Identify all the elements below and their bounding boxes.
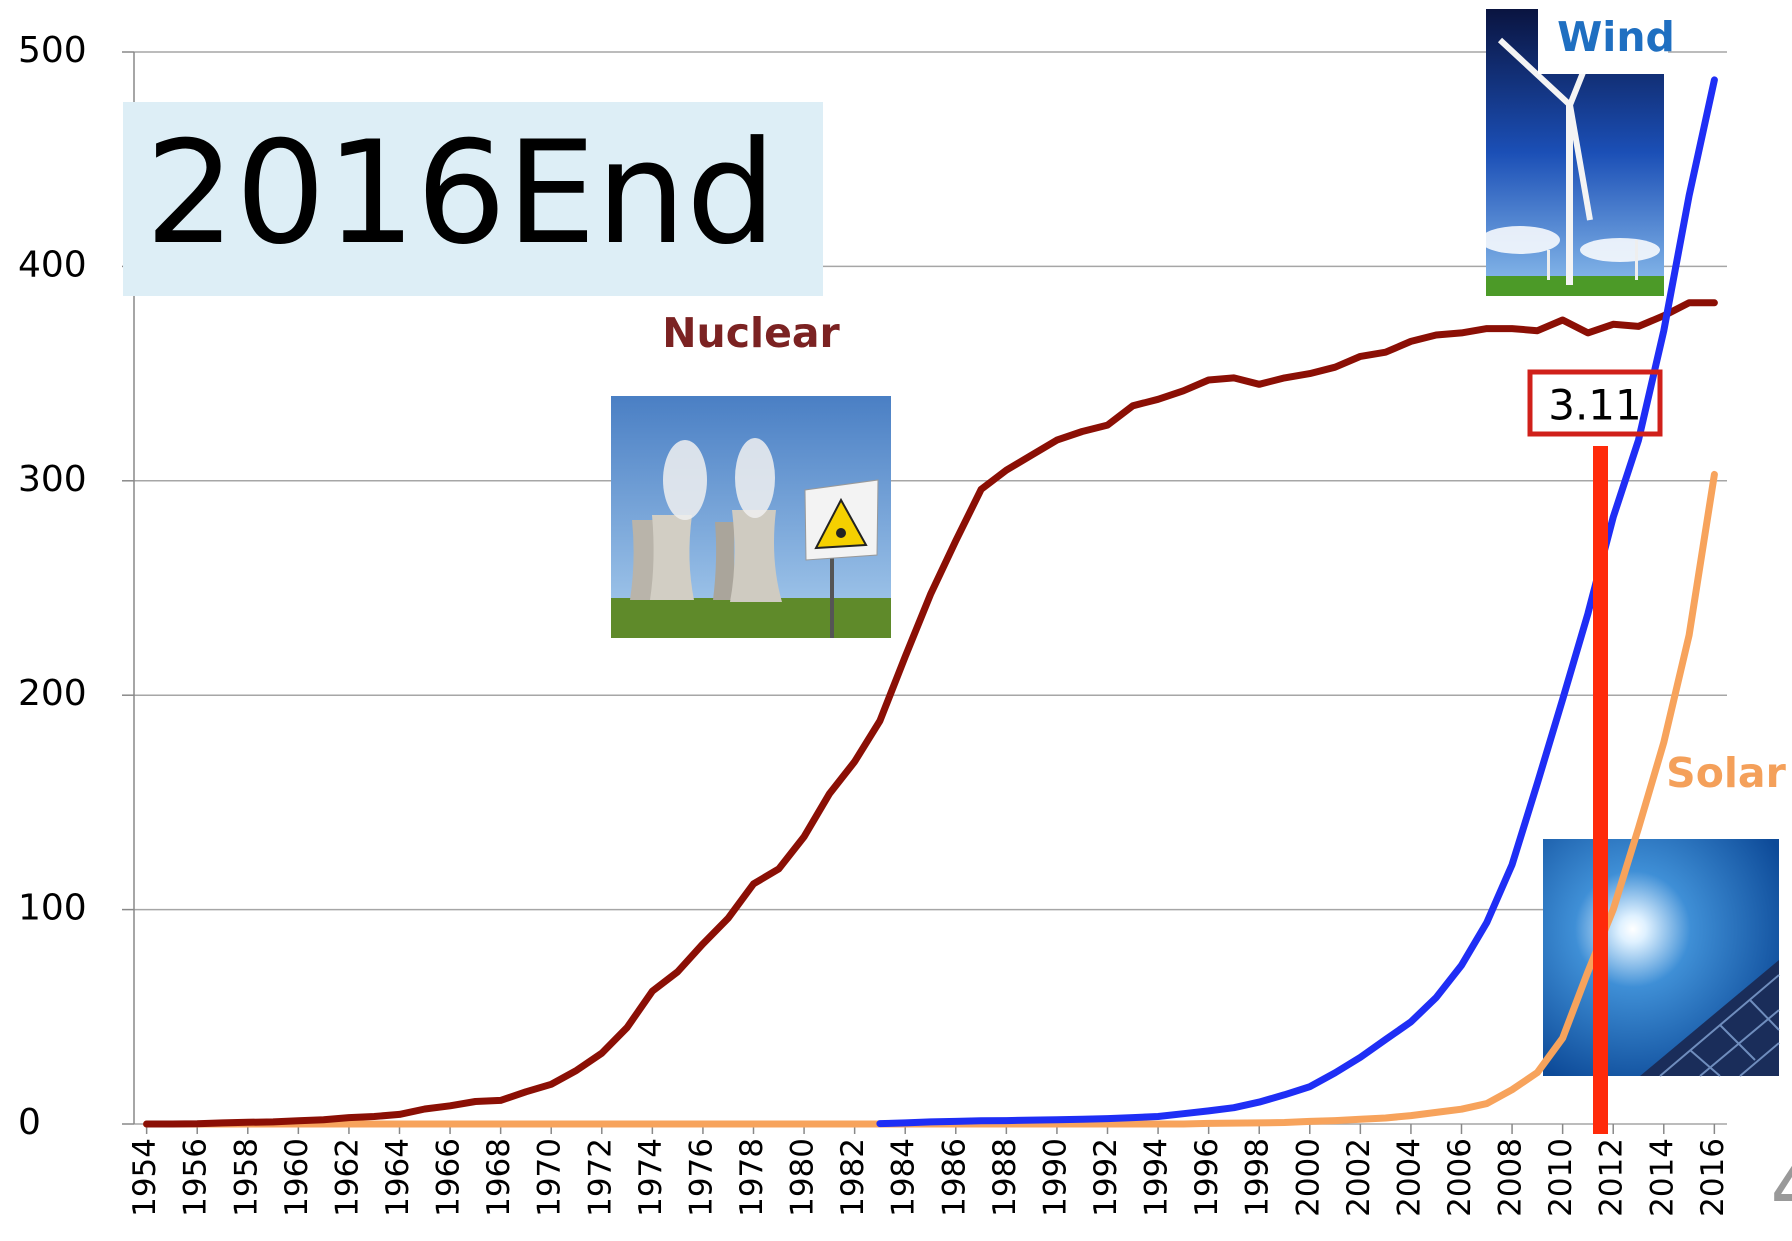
x-tick-label: 1964 — [380, 1138, 416, 1217]
x-tick-label: 1980 — [785, 1138, 821, 1217]
series-label: Nuclear — [662, 309, 840, 357]
x-tick-label: 1968 — [481, 1138, 517, 1217]
y-tick-label: 0 — [18, 1102, 41, 1143]
x-tick-label: 1958 — [228, 1138, 264, 1217]
plot — [143, 76, 1718, 1128]
x-tick-label: 1970 — [532, 1138, 568, 1217]
x-tick-label: 1982 — [835, 1138, 871, 1217]
y-tick-label: 500 — [18, 30, 87, 71]
series-line — [143, 470, 1718, 1128]
title: 2016End — [145, 111, 776, 276]
series-line — [143, 299, 1718, 1128]
x-tick-label: 2012 — [1594, 1138, 1630, 1217]
x-tick-label: 1976 — [683, 1138, 719, 1217]
x-tick-label: 2008 — [1493, 1138, 1529, 1217]
x-tick-label: 2000 — [1290, 1138, 1326, 1217]
event-line — [1593, 446, 1608, 1134]
y-tick-label: 300 — [18, 459, 87, 500]
x-tick-label: 1972 — [582, 1138, 618, 1217]
x-tick-label: 1994 — [1139, 1138, 1175, 1217]
x-tick-label: 1998 — [1240, 1138, 1276, 1217]
y-tick-label: 200 — [18, 673, 87, 714]
x-tick-label: 1956 — [178, 1138, 214, 1217]
wind-picture — [1480, 9, 1668, 296]
event-box — [1527, 369, 1663, 437]
x-tick-label: 1954 — [127, 1138, 163, 1217]
y-tick-label: 100 — [18, 888, 87, 929]
x-tick-label: 1960 — [279, 1138, 315, 1217]
series-line — [876, 76, 1718, 1128]
x-tick-label: 1996 — [1189, 1138, 1225, 1217]
x-tick-label: 1974 — [633, 1138, 669, 1217]
x-tick-label: 2010 — [1543, 1138, 1579, 1217]
x-tick-label: 1978 — [734, 1138, 770, 1217]
x-tick-label: 2016 — [1695, 1138, 1731, 1217]
x-tick-label: 1984 — [886, 1138, 922, 1217]
x-tick-label: 1988 — [987, 1138, 1023, 1217]
x-tick-label: 1990 — [1037, 1138, 1073, 1217]
x-tick-label: 2014 — [1644, 1138, 1680, 1217]
event-label: 3.11 — [1548, 381, 1642, 430]
page-number: 4 — [1770, 1136, 1792, 1236]
x-tick-label: 1962 — [329, 1138, 365, 1217]
x-tick-label: 2006 — [1442, 1138, 1478, 1217]
solar-picture — [1543, 839, 1780, 1077]
x-tick-label: 2002 — [1341, 1138, 1377, 1217]
grid: 0 100 200 300 400 500 1954 1956 1958 1960 1962 1964… — [18, 30, 1731, 1217]
y-tick-label: 400 — [18, 244, 87, 285]
series-label: Wind — [1557, 13, 1675, 61]
x-tick-label: 1992 — [1088, 1138, 1124, 1217]
x-tick-label: 2004 — [1391, 1138, 1427, 1217]
x-tick-label: 1966 — [431, 1138, 467, 1217]
series-label: Solar — [1666, 749, 1786, 797]
title-box — [123, 102, 823, 296]
nuclear-picture — [611, 396, 891, 638]
x-tick-label: 1986 — [936, 1138, 972, 1217]
